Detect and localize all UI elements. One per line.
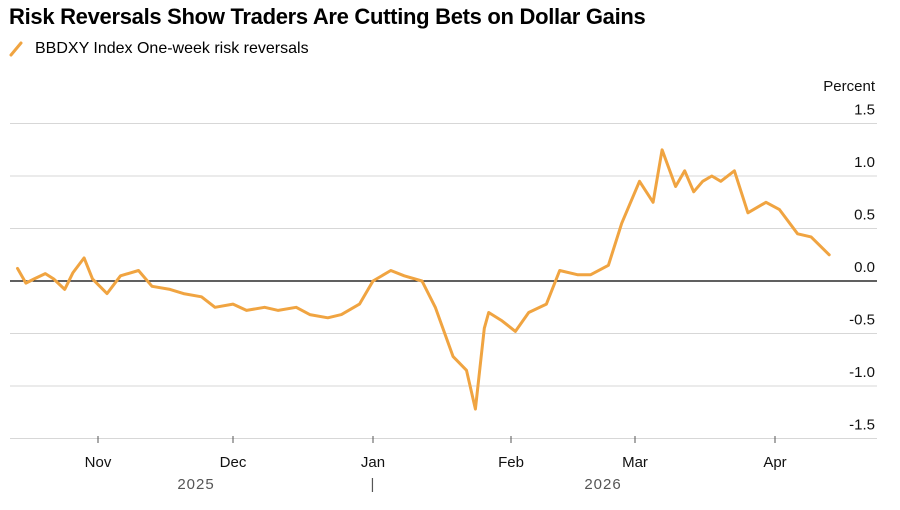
- legend-line-icon: [9, 41, 23, 57]
- y-tick-label: 1.5: [854, 102, 875, 119]
- year-label: 2026: [584, 476, 621, 493]
- series-line: [16, 148, 831, 411]
- chart-title: Risk Reversals Show Traders Are Cutting …: [9, 4, 646, 29]
- y-tick-label: -0.5: [849, 312, 875, 329]
- y-tick-label: -1.0: [849, 364, 875, 381]
- x-tick-label: Nov: [85, 454, 112, 471]
- x-tick-label: Dec: [220, 454, 247, 471]
- y-tick-label: -1.5: [849, 417, 875, 434]
- y-tick-label: 1.0: [854, 154, 875, 171]
- y-tick-label: 0.5: [854, 207, 875, 224]
- legend-label: BBDXY Index One-week risk reversals: [35, 40, 309, 57]
- legend: BBDXY Index One-week risk reversals: [9, 40, 309, 58]
- x-tick-label: Jan: [361, 454, 385, 471]
- y-tick-label: 0.0: [854, 259, 875, 276]
- x-tick-label: Apr: [763, 454, 786, 471]
- y-axis-label: Percent: [823, 78, 876, 95]
- x-tick-label: Feb: [498, 454, 524, 471]
- year-label: 2025: [177, 476, 214, 493]
- x-tick-label: Mar: [622, 454, 648, 471]
- year-label: |: [371, 476, 376, 493]
